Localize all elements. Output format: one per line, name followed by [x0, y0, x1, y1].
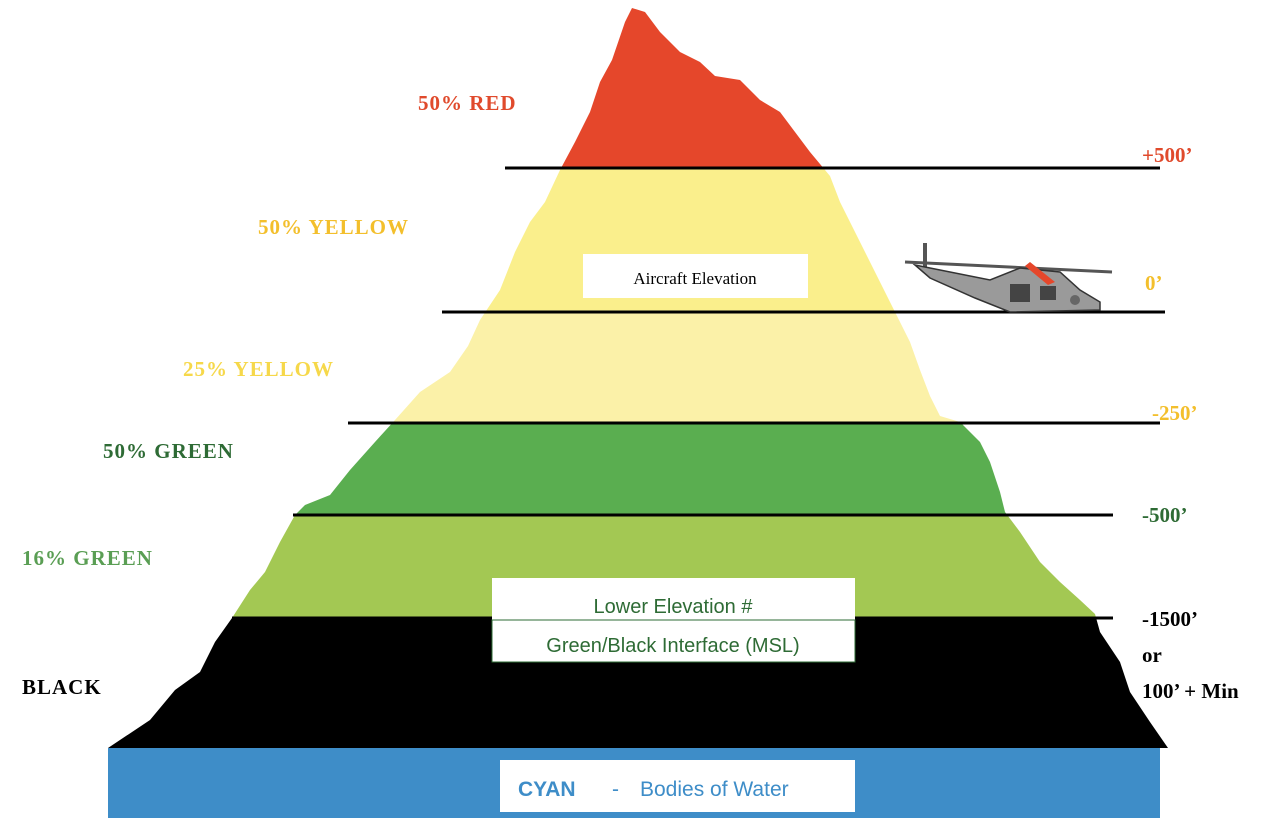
green-band [0, 423, 1278, 515]
elevation-label: or [1142, 643, 1162, 667]
band-label: 50% GREEN [103, 439, 234, 463]
lower-label-2: Green/Black Interface (MSL) [546, 635, 799, 657]
helicopter [905, 243, 1112, 312]
elevation-label: 100’ + Min [1142, 679, 1239, 703]
elevation-label: -1500’ [1142, 607, 1198, 631]
band-label: 25% YELLOW [183, 357, 334, 381]
elevation-label: -500’ [1142, 503, 1188, 527]
band-label: 50% RED [418, 91, 517, 115]
band-label: 50% YELLOW [258, 215, 409, 239]
elevation-label: 0’ [1145, 271, 1163, 295]
lower-label-1: Lower Elevation # [594, 596, 754, 618]
water-text: Bodies of Water [640, 778, 789, 801]
diagram: CYAN - Bodies of Water Aircraft Elevatio… [0, 0, 1278, 822]
aircraft-label: Aircraft Elevation [633, 269, 757, 288]
water-dash: - [612, 778, 619, 801]
band-label: BLACK [22, 675, 102, 699]
elevation-labels: +500’ 0’ -250’ -500’ -1500’ or 100’ + Mi… [1142, 143, 1239, 703]
red-band [0, 0, 1278, 168]
elevation-label: +500’ [1142, 143, 1192, 167]
band-label: 16% GREEN [22, 546, 153, 570]
elevation-label: -250’ [1152, 401, 1198, 425]
water-cyan: CYAN [518, 778, 576, 801]
